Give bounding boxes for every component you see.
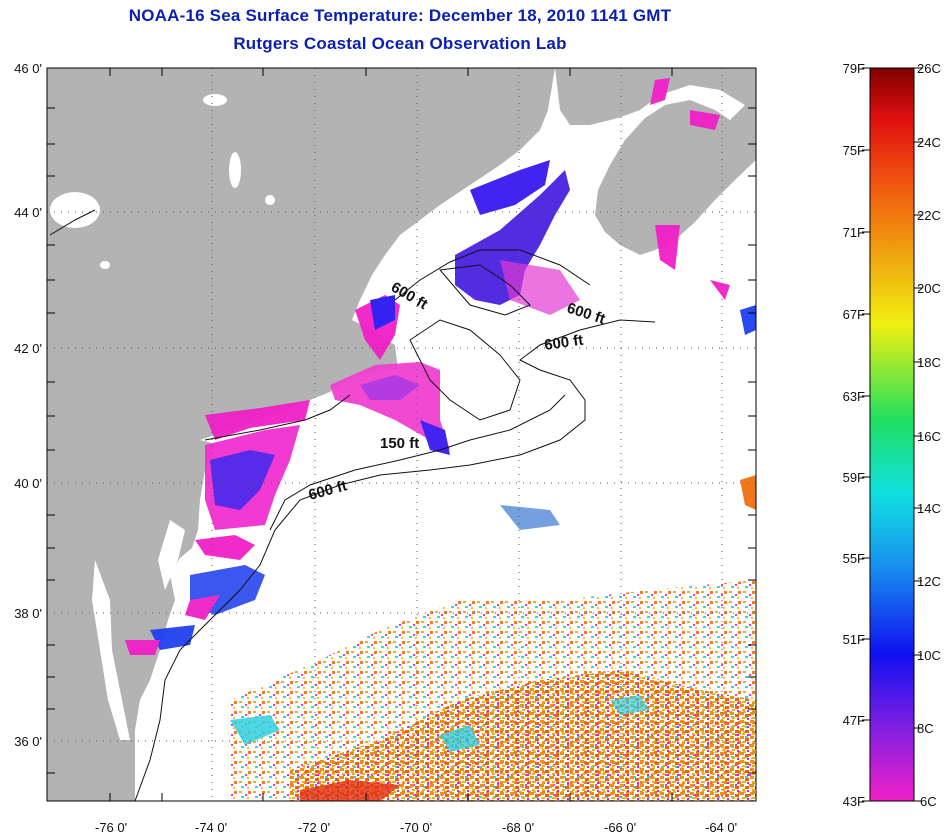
colorbar-c-label: 20C bbox=[917, 281, 941, 296]
colorbar: 79F 75F 71F 67F 63F 59F 55F 51F 47F 43F … bbox=[843, 61, 941, 809]
colorbar-c-label: 24C bbox=[917, 135, 941, 150]
colorbar-f-label: 47F bbox=[843, 713, 865, 728]
lon-label: -68 0' bbox=[502, 820, 534, 835]
lake bbox=[265, 195, 275, 205]
colorbar-ticks bbox=[862, 67, 922, 802]
map-frame bbox=[46, 67, 757, 802]
colorbar-f-label: 55F bbox=[843, 551, 865, 566]
colorbar-f-label: 59F bbox=[843, 470, 865, 485]
map-area: 600 ft 600 ft 600 ft 150 ft 600 ft bbox=[47, 68, 756, 801]
map-subtitle: Rutgers Coastal Ocean Observation Lab bbox=[233, 34, 567, 53]
colorbar-c-label: 18C bbox=[917, 355, 941, 370]
sst-patches bbox=[125, 78, 756, 655]
colorbar-c-label: 14C bbox=[917, 501, 941, 516]
lat-label: 38 0' bbox=[14, 606, 42, 621]
lat-label: 36 0' bbox=[14, 734, 42, 749]
map-title: NOAA-16 Sea Surface Temperature: Decembe… bbox=[128, 6, 672, 25]
land-mainland bbox=[47, 68, 555, 801]
colorbar-c-label: 22C bbox=[917, 208, 941, 223]
lon-label: -72 0' bbox=[298, 820, 330, 835]
lat-label: 46 0' bbox=[14, 61, 42, 76]
colorbar-c-label: 12C bbox=[917, 574, 941, 589]
contour-label: 600 ft bbox=[543, 332, 584, 354]
lake bbox=[100, 261, 110, 269]
gulf-stream-hot bbox=[300, 780, 400, 801]
cyan-patch bbox=[610, 695, 650, 715]
colorbar-c-label: 16C bbox=[917, 429, 941, 444]
colorbar-f-label: 43F bbox=[843, 794, 865, 809]
bathymetry-contours bbox=[49, 209, 656, 801]
colorbar-f-label: 63F bbox=[843, 389, 865, 404]
colorbar-f-label: 51F bbox=[843, 632, 865, 647]
colorbar-f-label: 75F bbox=[843, 143, 865, 158]
chesapeake-bay bbox=[92, 560, 130, 740]
colorbar-c-label: 8C bbox=[917, 721, 934, 736]
colorbar-c-label: 10C bbox=[917, 648, 941, 663]
lake bbox=[50, 192, 100, 228]
lon-label: -76 0' bbox=[95, 820, 127, 835]
lat-label: 40 0' bbox=[14, 476, 42, 491]
cyan-patch bbox=[230, 715, 280, 745]
colorbar-f-label: 71F bbox=[843, 225, 865, 240]
lake bbox=[203, 94, 227, 106]
contour-label: 150 ft bbox=[380, 435, 419, 452]
colorbar-gradient bbox=[869, 67, 915, 802]
colorbar-c-label: 6C bbox=[920, 794, 937, 809]
lon-label: -64 0' bbox=[705, 820, 737, 835]
cyan-patch bbox=[440, 725, 480, 752]
lon-label: -70 0' bbox=[400, 820, 432, 835]
lon-label: -74 0' bbox=[195, 820, 227, 835]
lon-label: -66 0' bbox=[604, 820, 636, 835]
frame-ticks bbox=[47, 68, 756, 801]
colorbar-f-label: 67F bbox=[843, 307, 865, 322]
lake bbox=[229, 152, 241, 188]
colorbar-c-label: 26C bbox=[917, 61, 941, 76]
lat-label: 42 0' bbox=[14, 341, 42, 356]
lat-label: 44 0' bbox=[14, 205, 42, 220]
delaware-bay bbox=[158, 520, 185, 590]
colorbar-f-label: 79F bbox=[843, 61, 865, 76]
